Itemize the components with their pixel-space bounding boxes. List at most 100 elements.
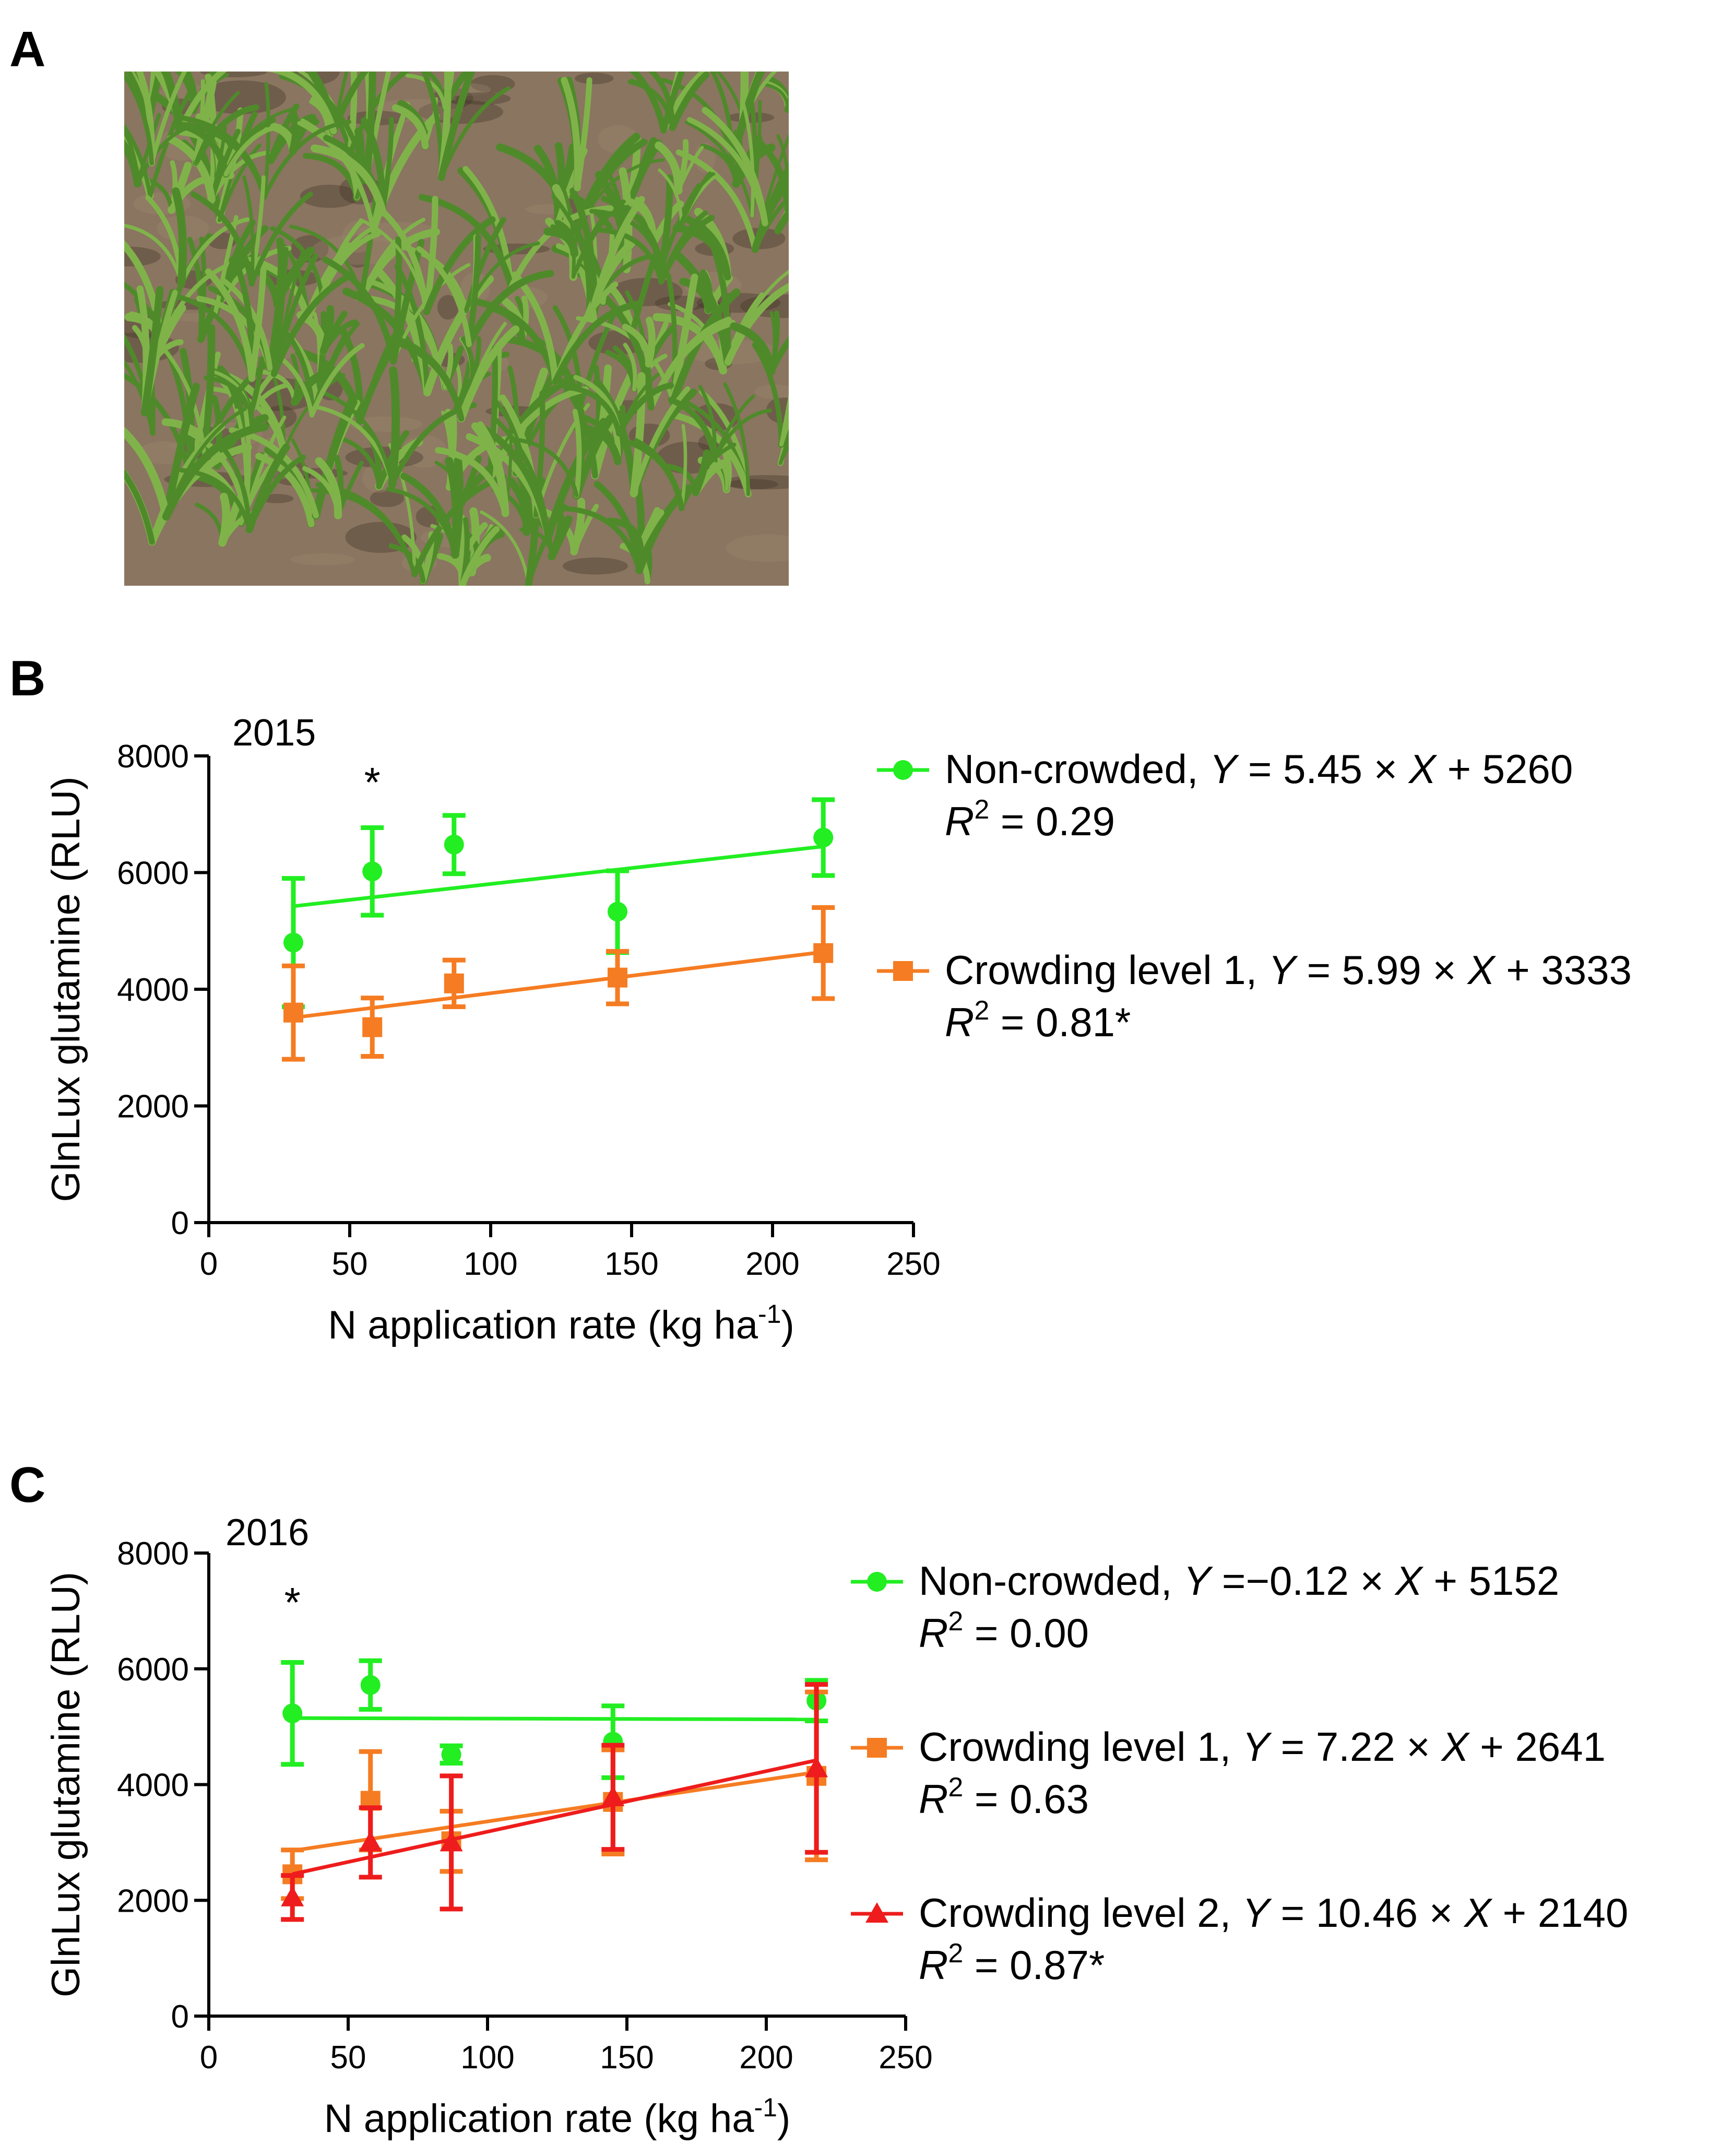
photo-leaf xyxy=(469,336,482,386)
legend-marker xyxy=(867,1572,887,1592)
photo-leaf xyxy=(268,72,337,135)
photo-leaf xyxy=(435,447,509,517)
photo-leaf xyxy=(668,397,718,462)
photo-leaf xyxy=(217,143,262,222)
legend-equation-part: =−0.12 × xyxy=(1210,1558,1395,1604)
photo-leaf xyxy=(319,305,335,356)
photo-soil-patch xyxy=(196,80,287,114)
photo-leaf xyxy=(416,246,472,348)
photo-soil-patch xyxy=(345,522,417,553)
photo-leaf xyxy=(358,196,378,301)
y-tick-label: 4000 xyxy=(117,1768,189,1804)
r-squared-r: R xyxy=(945,798,974,844)
photo-leaf xyxy=(171,187,187,288)
r-squared-superscript: 2 xyxy=(974,795,989,825)
photo-leaf xyxy=(388,366,400,489)
data-point xyxy=(362,861,383,882)
photo-leaf xyxy=(271,253,318,376)
photo-leaf xyxy=(200,324,215,457)
r-squared-superscript: 2 xyxy=(948,1606,963,1637)
photo-leaf xyxy=(310,144,387,217)
x-tick-label: 0 xyxy=(200,1246,218,1282)
chart-title: 2015 xyxy=(232,712,316,754)
photo-leaf xyxy=(669,72,710,132)
photo-leaf xyxy=(322,390,395,487)
x-axis-label: N application rate (kg ha-1) xyxy=(328,1299,794,1347)
legend-marker xyxy=(867,1738,887,1758)
photo-leaf xyxy=(330,72,369,135)
photo-leaf xyxy=(554,220,578,257)
photo-leaf xyxy=(394,264,430,395)
photo-leaf xyxy=(255,453,315,527)
r-squared-value: = 0.29 xyxy=(989,798,1115,844)
x-tick-label: 250 xyxy=(879,2040,932,2076)
series-0 xyxy=(281,1658,828,1780)
photo-leaf xyxy=(386,487,457,557)
photo-soil-patch xyxy=(370,490,404,507)
y-axis-label: GlnLux glutamine (RLU) xyxy=(44,1572,88,1997)
photo-leaf xyxy=(176,72,227,135)
photo-leaf xyxy=(572,409,582,498)
data-point xyxy=(444,973,464,993)
photo-leaf xyxy=(686,117,768,226)
x-axis-label-end: ) xyxy=(777,2096,790,2141)
photo-leaf xyxy=(263,81,270,199)
photo-leaf xyxy=(388,338,465,422)
photo-leaf xyxy=(193,79,205,165)
y-tick-label: 0 xyxy=(171,1999,189,2035)
r-squared-superscript: 2 xyxy=(948,1772,963,1803)
regression-line xyxy=(292,1716,817,1722)
legend-equation-part: + 5260 xyxy=(1436,746,1573,792)
photo-leaf xyxy=(779,394,789,447)
legend-equation-part: X xyxy=(1467,947,1497,993)
photo-leaf xyxy=(124,468,155,545)
legend-equation-part: = 5.45 × xyxy=(1237,746,1409,792)
photo-leaf xyxy=(684,121,754,218)
photo-leaf xyxy=(190,191,255,287)
r-squared-r: R xyxy=(919,1776,948,1822)
data-point xyxy=(283,1002,303,1023)
photo-leaf xyxy=(479,510,530,586)
legend-marker xyxy=(865,1902,888,1923)
regression-line xyxy=(293,950,824,1020)
legend-equation-part: Crowding level 1, xyxy=(919,1724,1242,1770)
photo-leaf xyxy=(124,123,152,198)
legend-equation-part: X xyxy=(1441,1724,1470,1770)
photo-leaf xyxy=(594,481,643,574)
photo-leaf xyxy=(288,109,300,155)
photo-leaf xyxy=(590,196,645,309)
photo-leaf xyxy=(218,442,252,532)
legend-equation-part: + 2641 xyxy=(1469,1724,1606,1770)
photo-leaf xyxy=(357,228,440,302)
chart-2015: 0 2000 4000 6000 8000 0 50 100 150 200 250 N applic… xyxy=(44,712,1632,1347)
legend-r-squared: R2 = 0.63 xyxy=(919,1772,1089,1822)
regression-line xyxy=(292,1758,817,1876)
x-tick-label: 200 xyxy=(745,1246,799,1282)
photo-soil-patch xyxy=(726,534,789,562)
data-point xyxy=(282,1703,303,1724)
photo-leaf xyxy=(363,72,376,184)
photo-leaf xyxy=(322,256,397,365)
photo-leaf xyxy=(273,246,315,308)
photo-soil-patch xyxy=(727,112,775,123)
photo-leaf xyxy=(713,394,755,460)
photo-leaf xyxy=(242,175,255,286)
photo-leaf xyxy=(710,72,735,162)
photo-soil-patch xyxy=(755,384,789,399)
photo-leaf xyxy=(591,364,612,480)
legend-equation: Crowding level 2, Y = 10.46 × X + 2140 xyxy=(919,1890,1628,1936)
legend-marker xyxy=(893,760,913,780)
legend-r-squared: R2 = 0.81* xyxy=(945,996,1131,1045)
data-point xyxy=(360,1675,381,1695)
photo-leaf xyxy=(569,187,598,309)
photo-leaf xyxy=(652,313,727,375)
x-tick-label: 200 xyxy=(739,2040,793,2076)
photo-leaf xyxy=(609,518,643,549)
photo-leaf xyxy=(248,260,267,382)
photo-leaf xyxy=(658,168,683,226)
photo-leaf xyxy=(148,84,196,198)
photo-leaf xyxy=(563,384,622,436)
r-squared-superscript: 2 xyxy=(948,1938,963,1969)
